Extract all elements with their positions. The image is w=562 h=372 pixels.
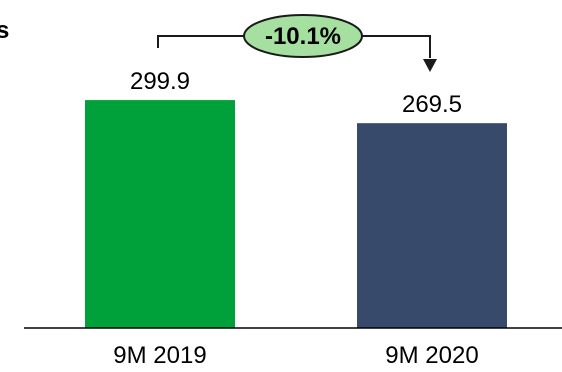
change-badge-label: -10.1%: [265, 23, 341, 50]
category-label-9m-2020: 9M 2020: [385, 342, 478, 369]
down-arrow-icon: [423, 59, 437, 72]
value-label-9m-2020: 269.5: [402, 91, 462, 118]
bar-9m-2019: [85, 100, 235, 329]
chart-title-fragment: s: [0, 17, 9, 44]
category-label-9m-2019: 9M 2019: [113, 342, 206, 369]
change-connector-left: [157, 35, 244, 48]
change-connector-right: [362, 35, 431, 58]
change-annotation: -10.1%: [157, 14, 437, 72]
change-badge: [243, 14, 363, 58]
bar-9m-2020: [357, 123, 507, 329]
value-label-9m-2019: 299.9: [130, 68, 190, 95]
bars-layer: 299.9 9M 2019 269.5 9M 2020: [85, 68, 507, 369]
